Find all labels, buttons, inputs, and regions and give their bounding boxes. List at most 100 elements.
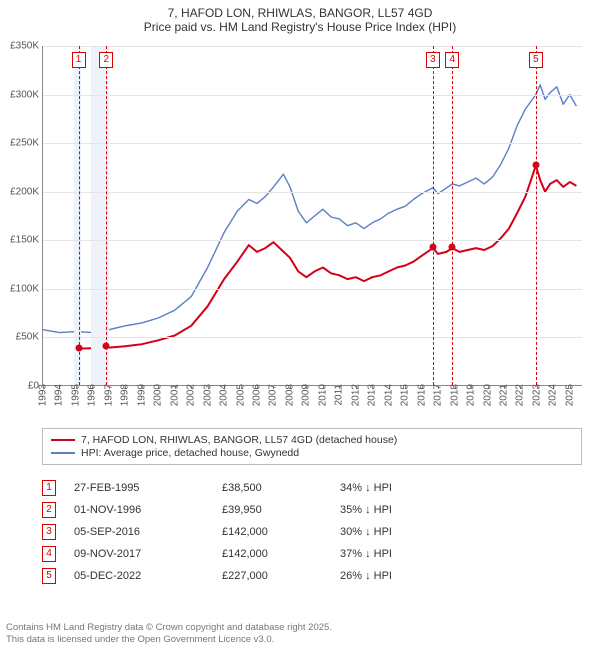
transaction-date: 05-DEC-2022 [74, 570, 204, 582]
transaction-number: 3 [42, 524, 56, 540]
gridline [43, 95, 582, 96]
price-point-dot [103, 343, 110, 350]
x-axis-label: 2013 [367, 384, 378, 406]
transaction-row: 409-NOV-2017£142,00037% ↓ HPI [42, 546, 582, 562]
marker-line [79, 46, 80, 385]
transaction-row: 2 01-NOV-1996 £39,950 35% ↓ HPI [42, 502, 582, 518]
transaction-diff: 26% ↓ HPI [340, 570, 470, 582]
chart-area: £0£50K£100K£150K£200K£250K£300K£350K1993… [42, 46, 582, 386]
transaction-date: 05-SEP-2016 [74, 526, 204, 538]
x-axis-label: 2019 [466, 384, 477, 406]
legend-item: 7, HAFOD LON, RHIWLAS, BANGOR, LL57 4GD … [51, 434, 573, 446]
transaction-date: 09-NOV-2017 [74, 548, 204, 560]
gridline [43, 337, 582, 338]
transaction-price: £39,950 [222, 504, 322, 516]
price-point-dot [449, 244, 456, 251]
legend-swatch [51, 439, 75, 441]
transactions-table: 1 27-FEB-1995 £38,500 34% ↓ HPI 2 01-NOV-1996… [42, 474, 582, 590]
x-axis-label: 2025 [564, 384, 575, 406]
legend-label: 7, HAFOD LON, RHIWLAS, BANGOR, LL57 4GD … [81, 434, 397, 446]
x-axis-label: 2018 [449, 384, 460, 406]
marker-line [452, 46, 453, 385]
y-axis-label: £0 [1, 381, 39, 392]
x-axis-label: 2001 [169, 384, 180, 406]
x-axis-label: 1997 [103, 384, 114, 406]
y-axis-label: £150K [1, 235, 39, 246]
footer: Contains HM Land Registry data © Crown c… [6, 622, 332, 646]
x-axis-label: 2011 [334, 384, 345, 406]
x-axis-label: 1998 [120, 384, 131, 406]
footer-line2: This data is licensed under the Open Gov… [6, 634, 332, 646]
transaction-number: 2 [42, 502, 56, 518]
x-axis-label: 2007 [268, 384, 279, 406]
x-axis-label: 2015 [400, 384, 411, 406]
x-axis-label: 2004 [219, 384, 230, 406]
chart-title: 7, HAFOD LON, RHIWLAS, BANGOR, LL57 4GD … [0, 0, 600, 34]
x-axis-label: 1999 [136, 384, 147, 406]
x-axis-label: 2021 [498, 384, 509, 406]
transaction-row: 5 05-DEC-2022 £227,000 26% ↓ HPI [42, 568, 582, 584]
transaction-diff: 34% ↓ HPI [340, 482, 470, 494]
gridline [43, 240, 582, 241]
marker-line [106, 46, 107, 385]
x-axis-label: 2006 [252, 384, 263, 406]
legend-item: HPI: Average price, detached house, Gwyn… [51, 447, 573, 459]
marker-line [433, 46, 434, 385]
x-axis-label: 2010 [317, 384, 328, 406]
transaction-date: 27-FEB-1995 [74, 482, 204, 494]
legend-swatch [51, 452, 75, 454]
plot: £0£50K£100K£150K£200K£250K£300K£350K1993… [42, 46, 582, 386]
x-axis-label: 1996 [87, 384, 98, 406]
x-axis-label: 2016 [416, 384, 427, 406]
title-line1: 7, HAFOD LON, RHIWLAS, BANGOR, LL57 4GD [0, 6, 600, 20]
chart-band [74, 46, 81, 385]
transaction-date: 01-NOV-1996 [74, 504, 204, 516]
gridline [43, 46, 582, 47]
transaction-number: 5 [42, 568, 56, 584]
legend: 7, HAFOD LON, RHIWLAS, BANGOR, LL57 4GD … [42, 428, 582, 465]
x-axis-label: 2003 [202, 384, 213, 406]
x-axis-label: 2014 [383, 384, 394, 406]
legend-label: HPI: Average price, detached house, Gwyn… [81, 447, 299, 459]
x-axis-label: 2020 [482, 384, 493, 406]
y-axis-label: £200K [1, 186, 39, 197]
x-axis-label: 2009 [301, 384, 312, 406]
x-axis-label: 2022 [515, 384, 526, 406]
y-axis-label: £50K [1, 332, 39, 343]
marker-line [536, 46, 537, 385]
transaction-price: £38,500 [222, 482, 322, 494]
transaction-price: £142,000 [222, 526, 322, 538]
transaction-diff: 30% ↓ HPI [340, 526, 470, 538]
x-axis-label: 2002 [186, 384, 197, 406]
x-axis-label: 2012 [350, 384, 361, 406]
x-axis-label: 1995 [70, 384, 81, 406]
x-axis-label: 1994 [54, 384, 65, 406]
gridline [43, 192, 582, 193]
transaction-row: 1 27-FEB-1995 £38,500 34% ↓ HPI [42, 480, 582, 496]
x-axis-label: 2023 [531, 384, 542, 406]
gridline [43, 143, 582, 144]
transaction-price: £142,000 [222, 548, 322, 560]
x-axis-label: 1993 [38, 384, 49, 406]
y-axis-label: £350K [1, 41, 39, 52]
marker-number: 1 [72, 52, 86, 68]
y-axis-label: £300K [1, 89, 39, 100]
transaction-number: 1 [42, 480, 56, 496]
transaction-price: £227,000 [222, 570, 322, 582]
plot-svg [43, 46, 583, 386]
x-axis-label: 2017 [433, 384, 444, 406]
x-axis-label: 2000 [153, 384, 164, 406]
marker-number: 5 [529, 52, 543, 68]
y-axis-label: £250K [1, 138, 39, 149]
x-axis-label: 2024 [548, 384, 559, 406]
transaction-row: 3 05-SEP-2016 £142,000 30% ↓ HPI [42, 524, 582, 540]
series-line [79, 166, 577, 349]
gridline [43, 289, 582, 290]
x-axis-label: 2008 [284, 384, 295, 406]
y-axis-label: £100K [1, 283, 39, 294]
transaction-number: 4 [42, 546, 56, 562]
price-point-dot [75, 344, 82, 351]
transaction-diff: 35% ↓ HPI [340, 504, 470, 516]
price-point-dot [429, 244, 436, 251]
marker-number: 2 [99, 52, 113, 68]
